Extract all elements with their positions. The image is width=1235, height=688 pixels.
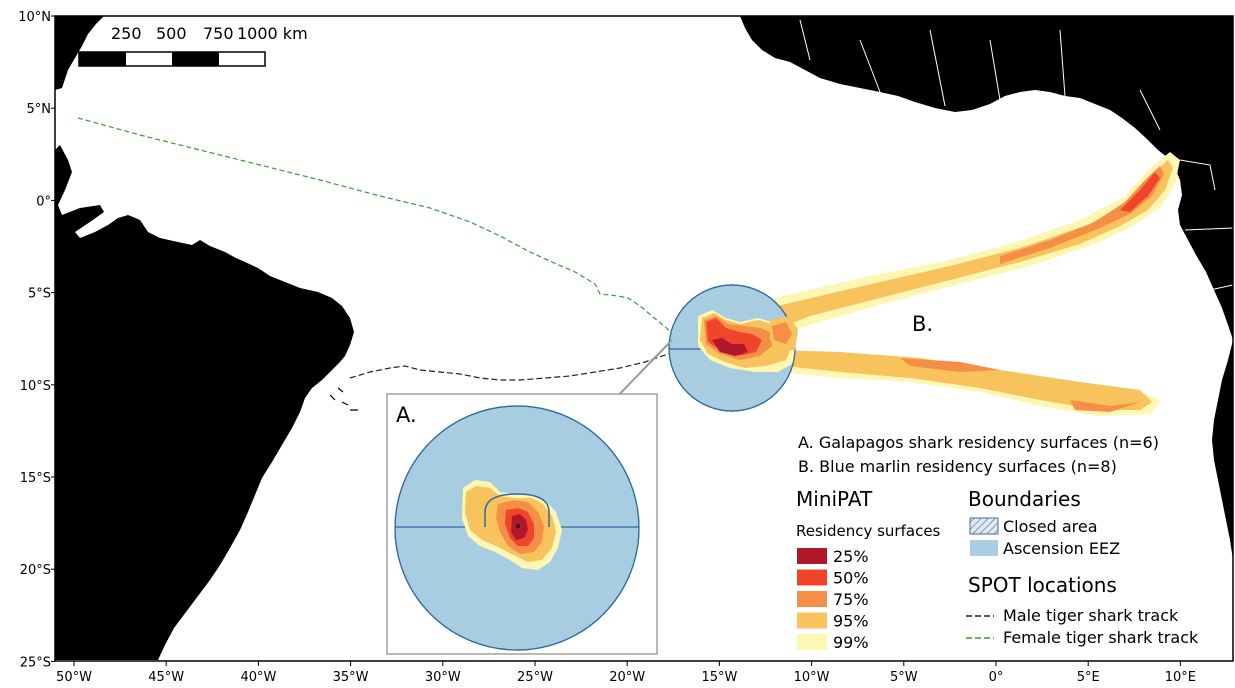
lon-tick-label: 5°W: [890, 670, 918, 685]
male-track-label: Male tiger shark track: [1003, 606, 1179, 625]
eez-swatch: [970, 540, 998, 556]
lon-tick-label: 50°W: [56, 670, 92, 685]
africa-landmass: [740, 16, 1233, 340]
legend: A. Galapagos shark residency surfaces (n…: [796, 433, 1199, 652]
longitude-axis: 50°W 45°W 40°W 35°W 30°W 25°W 20°W 15°W 10°W 5°W 0…: [56, 661, 1196, 685]
residency-title: Residency surfaces: [796, 522, 941, 540]
lon-tick-label: 40°W: [240, 670, 276, 685]
north-coast-fragment: [55, 16, 104, 90]
female-tiger-shark-track: [77, 117, 691, 343]
residency-swatch: [797, 634, 827, 650]
lat-tick-label: 5°N: [27, 102, 52, 117]
scale-label-250: 250: [111, 24, 142, 43]
residency-label: 75%: [833, 590, 869, 609]
eez-label: Ascension EEZ: [1003, 539, 1120, 558]
lat-tick-label: 10°S: [20, 379, 51, 394]
map-frame: [54, 15, 1234, 662]
residency-label: 50%: [833, 569, 869, 588]
lon-tick-label: 5°E: [1077, 670, 1100, 685]
scale-label-500: 500: [156, 24, 187, 43]
south-america-landmass: [55, 145, 354, 660]
residency-label: 25%: [833, 547, 869, 566]
residency-swatch: [797, 569, 827, 586]
residency-swatch: [797, 591, 827, 607]
inset-label: A.: [396, 403, 417, 427]
closed-area-label: Closed area: [1003, 517, 1098, 536]
lon-tick-label: 45°W: [148, 670, 184, 685]
lon-tick-label: 25°W: [517, 670, 553, 685]
scale-label-0: 0: [75, 24, 85, 43]
lon-tick-label: 20°W: [609, 670, 645, 685]
lon-tick-label: 30°W: [425, 670, 461, 685]
lat-tick-label: 5°S: [28, 287, 51, 302]
lon-tick-label: 15°W: [701, 670, 737, 685]
legend-line-b: B. Blue marlin residency surfaces (n=8): [798, 457, 1117, 476]
lat-tick-label: 10°N: [18, 10, 51, 25]
scale-label-1000: 1000 km: [237, 24, 308, 43]
lon-tick-label: 0°: [989, 670, 1004, 685]
minipat-title: MiniPAT: [796, 487, 873, 511]
residency-label: 99%: [833, 633, 869, 652]
scale-bar: 0 250 500 750 1000 km: [75, 24, 308, 67]
latitude-axis: 10°N 5°N 0° 5°S 10°S 15°S 20°S 25°S: [18, 10, 55, 670]
inset-a: A.: [386, 393, 658, 655]
country-borders: [799, 19, 1233, 291]
legend-line-a: A. Galapagos shark residency surfaces (n…: [798, 433, 1159, 452]
bioko-island: [1149, 131, 1161, 145]
lon-tick-label: 35°W: [333, 670, 369, 685]
brazil-coast-islands: [329, 387, 358, 411]
blue-marlin-residency-surfaces: [745, 152, 1180, 416]
residency-swatch: [797, 612, 827, 629]
residency-legend-items: 25% 50% 75% 95% 99%: [797, 547, 869, 652]
lat-tick-label: 20°S: [20, 563, 51, 578]
female-track-label: Female tiger shark track: [1003, 628, 1199, 647]
marlin-label: B.: [912, 312, 933, 336]
lat-tick-label: 25°S: [20, 655, 51, 670]
lon-tick-label: 10°E: [1165, 670, 1196, 685]
residency-label: 95%: [833, 612, 869, 631]
residency-swatch: [797, 548, 827, 564]
closed-area-inset: [484, 493, 550, 527]
lat-tick-label: 15°S: [20, 471, 51, 486]
spot-title: SPOT locations: [968, 573, 1117, 597]
scale-label-750: 750: [203, 24, 234, 43]
lat-tick-label: 0°: [36, 194, 51, 209]
africa-south-landmass: [1212, 340, 1233, 560]
boundaries-title: Boundaries: [968, 487, 1081, 511]
closed-area-swatch: [969, 517, 999, 535]
lon-tick-label: 10°W: [794, 670, 830, 685]
male-tiger-shark-track: [349, 345, 711, 381]
